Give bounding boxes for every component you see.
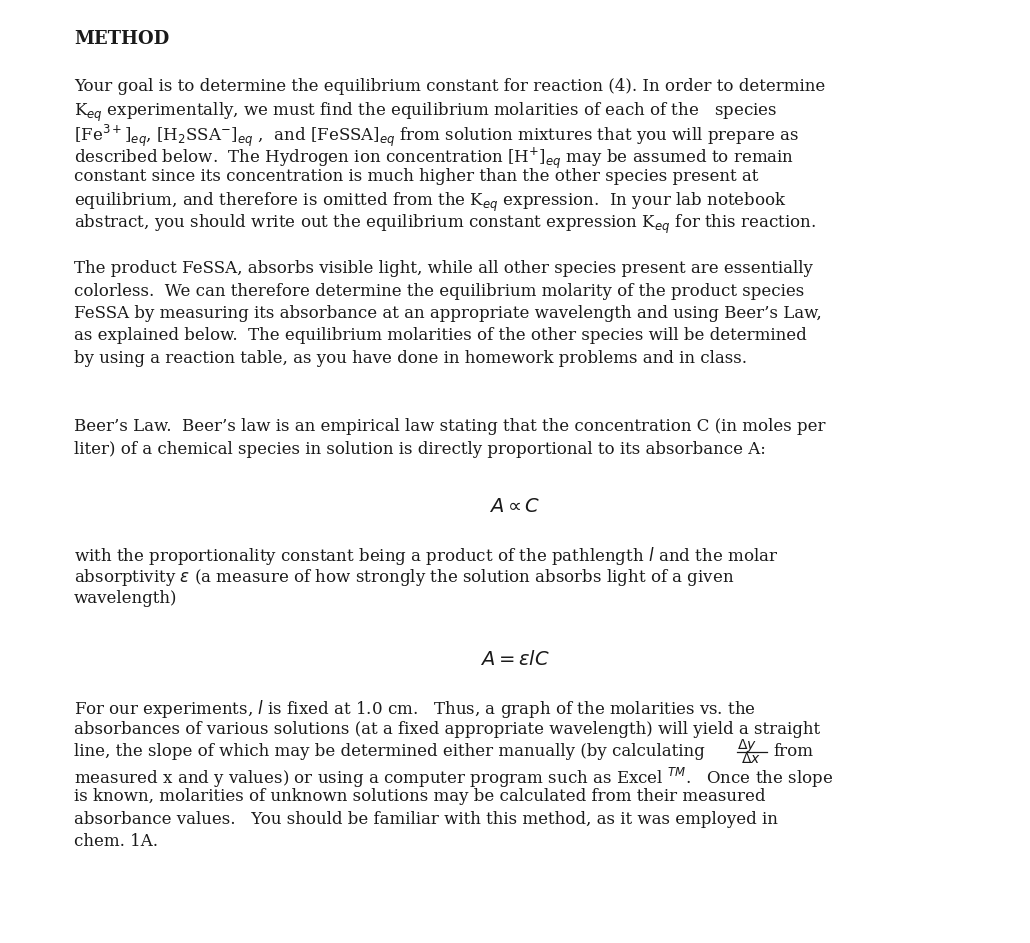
Text: absorbance values.   You should be familiar with this method, as it was employed: absorbance values. You should be familia… <box>74 810 778 828</box>
Text: abstract, you should write out the equilibrium constant expression K$_{eq}$ for : abstract, you should write out the equil… <box>74 213 816 236</box>
Text: is known, molarities of unknown solutions may be calculated from their measured: is known, molarities of unknown solution… <box>74 788 765 805</box>
Text: Beer’s Law.  Beer’s law is an empirical law stating that the concentration C (in: Beer’s Law. Beer’s law is an empirical l… <box>74 418 825 435</box>
Text: from: from <box>772 743 813 760</box>
Text: Your goal is to determine the equilibrium constant for reaction (4). In order to: Your goal is to determine the equilibriu… <box>74 78 825 95</box>
Text: METHOD: METHOD <box>74 30 169 48</box>
Text: K$_{eq}$ experimentally, we must find the equilibrium molarities of each of the : K$_{eq}$ experimentally, we must find th… <box>74 101 778 124</box>
Text: $\Delta y$: $\Delta y$ <box>737 737 757 754</box>
Text: constant since its concentration is much higher than the other species present a: constant since its concentration is much… <box>74 168 758 185</box>
Text: $A \propto C$: $A \propto C$ <box>489 498 541 516</box>
Text: as explained below.  The equilibrium molarities of the other species will be det: as explained below. The equilibrium mola… <box>74 327 806 344</box>
Text: $\Delta x$: $\Delta x$ <box>741 752 761 766</box>
Text: with the proportionality constant being a product of the pathlength $l$ and the : with the proportionality constant being … <box>74 545 779 567</box>
Text: liter) of a chemical species in solution is directly proportional to its absorba: liter) of a chemical species in solution… <box>74 440 766 457</box>
Text: absorbances of various solutions (at a fixed appropriate wavelength) will yield : absorbances of various solutions (at a f… <box>74 720 820 737</box>
Text: equilibrium, and therefore is omitted from the K$_{eq}$ expression.  In your lab: equilibrium, and therefore is omitted fr… <box>74 190 787 214</box>
Text: line, the slope of which may be determined either manually (by calculating: line, the slope of which may be determin… <box>74 743 710 760</box>
Text: colorless.  We can therefore determine the equilibrium molarity of the product s: colorless. We can therefore determine th… <box>74 283 804 300</box>
Text: The product FeSSA, absorbs visible light, while all other species present are es: The product FeSSA, absorbs visible light… <box>74 260 813 277</box>
Text: by using a reaction table, as you have done in homework problems and in class.: by using a reaction table, as you have d… <box>74 350 747 367</box>
Text: [Fe$^{3+}$]$_{eq}$, [H$_{2}$SSA$^{-}$]$_{eq}$ ,  and [FeSSA]$_{eq}$ from solutio: [Fe$^{3+}$]$_{eq}$, [H$_{2}$SSA$^{-}$]$_… <box>74 123 798 149</box>
Text: For our experiments, $l$ is fixed at 1.0 cm.   Thus, a graph of the molarities v: For our experiments, $l$ is fixed at 1.0… <box>74 698 756 720</box>
Text: $A = \varepsilon lC$: $A = \varepsilon lC$ <box>480 650 550 669</box>
Text: FeSSA by measuring its absorbance at an appropriate wavelength and using Beer’s : FeSSA by measuring its absorbance at an … <box>74 305 822 322</box>
Text: described below.  The Hydrogen ion concentration [H$^{+}$]$_{eq}$ may be assumed: described below. The Hydrogen ion concen… <box>74 145 794 171</box>
Text: wavelength): wavelength) <box>74 590 177 607</box>
Text: chem. 1A.: chem. 1A. <box>74 833 158 850</box>
Text: measured x and y values) or using a computer program such as Excel $^{TM}$.   On: measured x and y values) or using a comp… <box>74 766 833 789</box>
Text: absorptivity $\varepsilon$ (a measure of how strongly the solution absorbs light: absorptivity $\varepsilon$ (a measure of… <box>74 568 734 588</box>
